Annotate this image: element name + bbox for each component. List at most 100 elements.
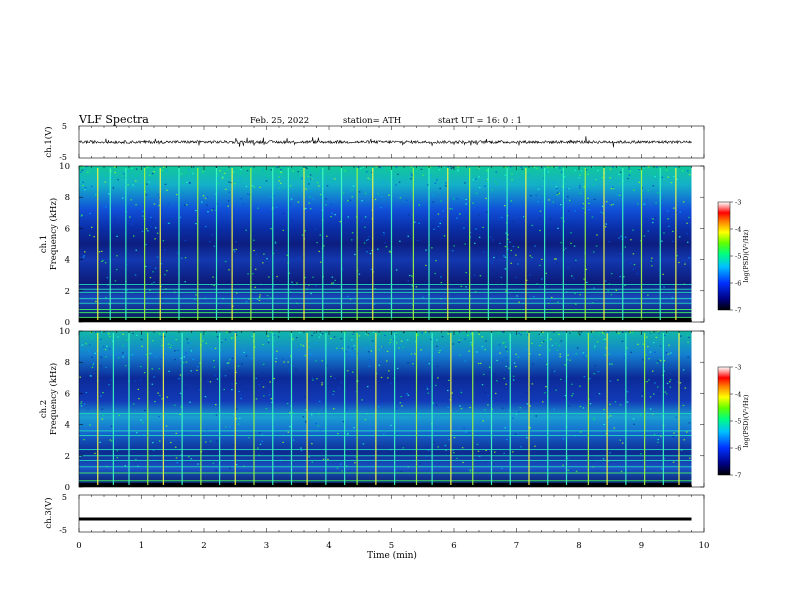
spectrogram-speckle bbox=[159, 394, 161, 397]
spectrogram-speckle bbox=[488, 372, 491, 374]
spectrogram-speckle bbox=[494, 373, 496, 375]
spectrogram-speckle bbox=[439, 222, 442, 225]
spectrogram-speckle bbox=[158, 415, 160, 418]
spectrogram-speckle bbox=[557, 227, 559, 229]
ch1-wave-ticks bbox=[78, 126, 705, 158]
ch2-freq-axis-label: Frequency (kHz) bbox=[48, 363, 59, 435]
spectrogram-speckle bbox=[413, 256, 416, 259]
spectrogram-speckle bbox=[557, 301, 559, 303]
spectrogram-speckle bbox=[213, 359, 215, 362]
spectrogram-speckle bbox=[321, 382, 323, 384]
spectrogram-speckle bbox=[262, 262, 264, 264]
spectrogram-speckle bbox=[555, 343, 558, 345]
spectrogram-speckle bbox=[94, 331, 97, 333]
date-label: Feb. 25, 2022 bbox=[250, 116, 309, 126]
spectrogram-speckle bbox=[160, 358, 163, 360]
spectrogram-speckle bbox=[151, 283, 153, 285]
spectrogram-speckle bbox=[640, 396, 642, 398]
spectrogram-speckle bbox=[434, 182, 437, 184]
spectrogram-speckle bbox=[177, 349, 179, 352]
spectrogram-speckle bbox=[504, 346, 507, 348]
spectrogram-speckle bbox=[413, 221, 416, 223]
spectrogram-speckle bbox=[593, 287, 595, 289]
spectrogram-speckle bbox=[309, 174, 312, 176]
spectrogram-speckle bbox=[678, 236, 681, 238]
spectrogram-speckle bbox=[290, 202, 292, 205]
spectrogram-speckle bbox=[142, 210, 144, 213]
spectrogram-speckle bbox=[556, 349, 559, 351]
spectrogram-speckle bbox=[451, 250, 454, 252]
spectrogram-speckle bbox=[571, 383, 573, 385]
spectrogram-speckle bbox=[678, 261, 680, 264]
spectrogram-speckle bbox=[389, 303, 392, 305]
spectrogram-speckle bbox=[456, 198, 458, 200]
spectrogram-speckle bbox=[463, 427, 465, 429]
spectrogram-speckle bbox=[537, 188, 540, 190]
spectrogram-speckle bbox=[682, 369, 685, 371]
spectrogram-speckle bbox=[436, 365, 439, 368]
spectrogram-speckle bbox=[425, 249, 427, 251]
spectrogram-speckle bbox=[473, 242, 476, 244]
spectrogram-speckle bbox=[253, 186, 256, 188]
spectrogram-speckle bbox=[138, 398, 140, 400]
spectrogram-speckle bbox=[591, 460, 593, 462]
spectrogram-speckle bbox=[277, 336, 280, 338]
spectrogram-speckle bbox=[254, 299, 256, 302]
spectrogram-speckle bbox=[570, 331, 572, 333]
spectrogram-speckle bbox=[232, 305, 234, 307]
spectrogram-speckle bbox=[273, 195, 275, 197]
spectrogram-speckle bbox=[154, 227, 157, 229]
spectrogram-speckle bbox=[240, 397, 242, 400]
spectrogram-speckle bbox=[394, 331, 397, 333]
spectrogram-speckle bbox=[487, 395, 490, 397]
spectrogram-speckle bbox=[583, 278, 585, 280]
spectrogram-speckle bbox=[373, 303, 376, 306]
spectrogram-speckle bbox=[491, 189, 493, 191]
spectrogram-speckle bbox=[492, 239, 494, 241]
spectrogram-speckle bbox=[411, 275, 413, 277]
spectrogram-speckle bbox=[377, 406, 380, 408]
spectrogram-speckle bbox=[286, 402, 289, 405]
spectrogram-speckle bbox=[283, 361, 285, 363]
spectrogram-speckle bbox=[135, 175, 137, 177]
spectrogram-speckle bbox=[593, 419, 595, 421]
spectrogram-speckle bbox=[510, 166, 512, 168]
spectrogram-speckle bbox=[94, 370, 97, 372]
spectrogram-speckle bbox=[647, 391, 649, 393]
spectrogram-speckle bbox=[530, 195, 532, 197]
spectrogram-speckle bbox=[551, 344, 554, 347]
spectrogram-speckle bbox=[564, 394, 567, 397]
spectrogram-speckle bbox=[566, 457, 569, 460]
spectrogram-speckle bbox=[276, 350, 278, 352]
spectrogram-speckle bbox=[400, 395, 402, 398]
spectrogram-speckle bbox=[226, 211, 228, 213]
spectrogram-speckle bbox=[166, 222, 168, 225]
spectrogram-speckle bbox=[188, 456, 190, 458]
spectrogram-speckle bbox=[224, 260, 227, 263]
spectrogram-speckle bbox=[572, 277, 575, 280]
spectrogram-speckle bbox=[370, 350, 373, 352]
spectrogram-speckle bbox=[450, 167, 453, 170]
spectrogram-speckle bbox=[141, 184, 143, 186]
spectrogram-speckle bbox=[121, 197, 124, 199]
spectrogram-speckle bbox=[677, 431, 680, 433]
spectrogram-speckle bbox=[578, 185, 581, 187]
ch3-ytick-top: 5 bbox=[62, 493, 67, 502]
spectrogram-speckle bbox=[595, 245, 598, 247]
spectrogram-speckle bbox=[345, 351, 347, 353]
spectrogram-speckle bbox=[290, 355, 292, 357]
spectrogram-speckle bbox=[658, 253, 661, 256]
spectrogram-speckle bbox=[111, 340, 114, 342]
spectrogram-speckle bbox=[104, 349, 107, 351]
spectrogram-speckle bbox=[615, 289, 618, 291]
spectrogram-speckle bbox=[351, 348, 354, 350]
spectrogram-speckle bbox=[558, 192, 560, 195]
spectrogram-speckle bbox=[226, 331, 228, 333]
spectrogram-speckle bbox=[386, 360, 388, 362]
spectrogram-speckle bbox=[486, 169, 488, 172]
spectrogram-speckle bbox=[488, 197, 491, 199]
spectrogram-speckle bbox=[305, 188, 307, 190]
freq-tick-label: 6 bbox=[65, 224, 70, 234]
spectrogram-speckle bbox=[100, 331, 103, 333]
spectrogram-speckle bbox=[135, 204, 137, 206]
